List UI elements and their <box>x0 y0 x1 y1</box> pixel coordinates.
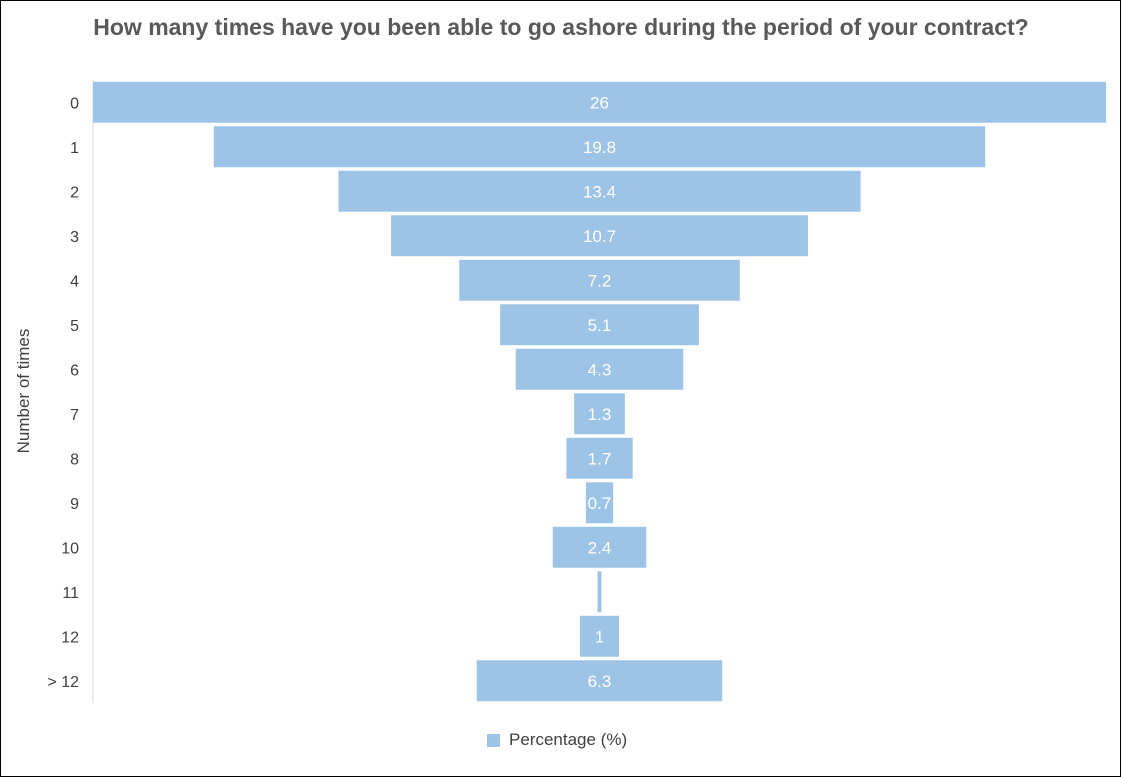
y-tick-label: 12 <box>61 629 79 646</box>
funnel-bar <box>585 482 614 524</box>
data-label: 0.7 <box>588 494 612 513</box>
legend-label: Percentage (%) <box>509 730 628 749</box>
funnel-bar <box>213 126 986 168</box>
y-tick-label: 6 <box>70 362 79 379</box>
y-tick-label: 11 <box>62 585 79 602</box>
data-label: 7.2 <box>588 271 612 290</box>
data-label: 1.3 <box>588 405 612 424</box>
y-tick-label: 0 <box>70 95 79 112</box>
data-label: 26 <box>590 93 609 112</box>
y-tick-label: 1 <box>70 140 79 157</box>
data-label: 6.3 <box>588 672 612 691</box>
y-tick-label: 10 <box>61 540 79 557</box>
y-tick-label: 8 <box>70 451 79 468</box>
funnel-bar <box>566 437 633 479</box>
funnel-bar <box>580 615 619 657</box>
y-tick-label: 3 <box>70 229 79 246</box>
funnel-bar <box>552 526 647 568</box>
funnel-bar <box>574 393 625 435</box>
funnel-bar <box>500 304 699 346</box>
y-tick-label: 2 <box>70 184 79 201</box>
funnel-bar <box>597 571 602 613</box>
y-tick-label: 5 <box>70 318 79 335</box>
data-label: 13.4 <box>583 182 616 201</box>
data-label: 19.8 <box>583 138 616 157</box>
y-tick-label: 9 <box>70 496 79 513</box>
funnel-bar <box>515 348 684 390</box>
data-label: 1.7 <box>588 449 612 468</box>
chart-title: How many times have you been able to go … <box>93 14 1029 40</box>
y-tick-label: 7 <box>70 407 79 424</box>
data-label: 4.3 <box>588 360 612 379</box>
legend: Percentage (%) <box>487 729 627 751</box>
legend-swatch <box>487 733 500 747</box>
funnel-bar <box>93 81 1106 123</box>
data-label: 1 <box>595 627 604 646</box>
y-tick-label: > 12 <box>47 674 79 691</box>
data-label: 10.7 <box>583 227 616 246</box>
funnel-bar <box>476 660 723 702</box>
data-label: 2.4 <box>588 538 612 557</box>
data-label: 5.1 <box>588 316 612 335</box>
funnel-bar <box>459 259 740 301</box>
funnel-bar <box>391 215 808 257</box>
y-tick-label: 4 <box>70 273 79 290</box>
funnel-bar <box>338 170 861 212</box>
